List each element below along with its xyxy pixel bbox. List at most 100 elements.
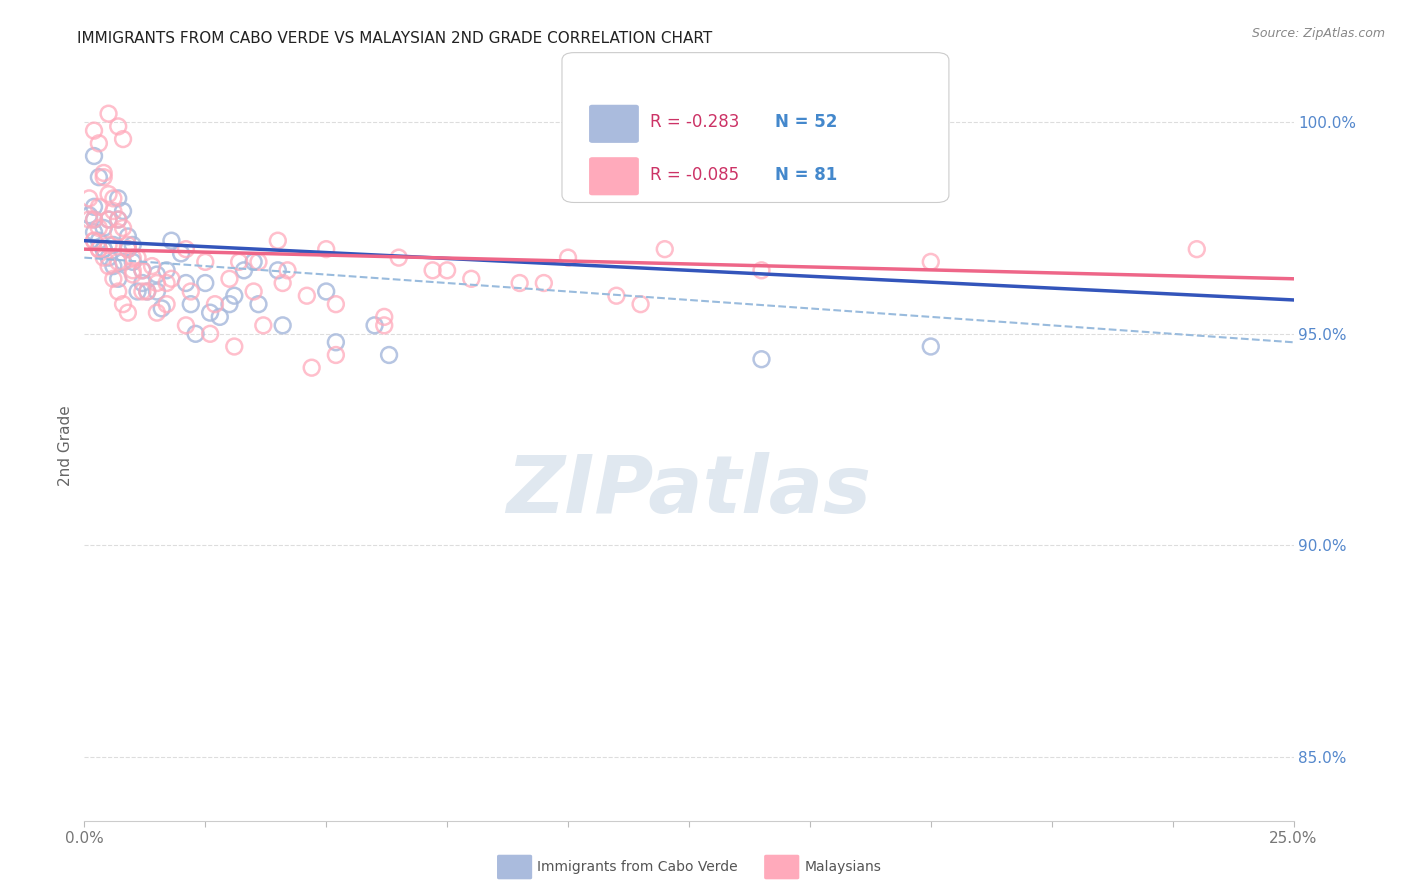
Point bbox=[174, 276, 197, 290]
Point bbox=[121, 255, 143, 269]
Point bbox=[247, 297, 270, 311]
Point bbox=[83, 212, 105, 227]
Point bbox=[87, 242, 110, 256]
Point bbox=[103, 259, 125, 273]
Point bbox=[174, 318, 197, 333]
Point bbox=[141, 259, 163, 273]
Point bbox=[218, 272, 240, 286]
Point bbox=[436, 263, 458, 277]
Point bbox=[117, 238, 139, 252]
Point bbox=[180, 297, 202, 311]
Point bbox=[87, 242, 110, 256]
Point bbox=[83, 225, 105, 239]
Point bbox=[242, 255, 264, 269]
Point bbox=[107, 212, 129, 227]
Point bbox=[224, 339, 246, 353]
Point bbox=[180, 285, 202, 299]
Point bbox=[117, 306, 139, 320]
Point bbox=[107, 285, 129, 299]
Point bbox=[97, 212, 120, 227]
Point bbox=[112, 204, 135, 219]
Point bbox=[97, 106, 120, 120]
Point bbox=[146, 268, 169, 282]
Point bbox=[267, 234, 290, 248]
Point bbox=[271, 276, 294, 290]
Text: N = 81: N = 81 bbox=[775, 166, 837, 184]
Point bbox=[373, 310, 395, 324]
Point bbox=[460, 272, 482, 286]
Point bbox=[97, 212, 120, 227]
Point bbox=[121, 268, 143, 282]
Point bbox=[93, 166, 115, 180]
Point bbox=[117, 242, 139, 256]
Point bbox=[325, 297, 347, 311]
Point bbox=[83, 234, 105, 248]
Point bbox=[276, 263, 298, 277]
Point bbox=[204, 297, 226, 311]
Point bbox=[127, 251, 149, 265]
Point bbox=[654, 242, 676, 256]
Point bbox=[325, 348, 347, 362]
Point bbox=[301, 360, 323, 375]
Point bbox=[117, 229, 139, 244]
Point bbox=[112, 255, 135, 269]
Point bbox=[557, 251, 579, 265]
Point bbox=[93, 170, 115, 185]
Point bbox=[87, 170, 110, 185]
Point bbox=[218, 297, 240, 311]
Point bbox=[155, 276, 177, 290]
Point bbox=[77, 212, 100, 227]
FancyBboxPatch shape bbox=[562, 53, 949, 202]
Point bbox=[107, 255, 129, 269]
Point bbox=[1185, 242, 1208, 256]
Point bbox=[87, 136, 110, 151]
Point bbox=[107, 225, 129, 239]
Point bbox=[97, 238, 120, 252]
Point bbox=[112, 297, 135, 311]
Point bbox=[315, 242, 337, 256]
Point bbox=[920, 339, 942, 353]
Point bbox=[198, 326, 221, 341]
Point bbox=[751, 352, 773, 367]
Point bbox=[107, 120, 129, 134]
Point bbox=[121, 251, 143, 265]
Point bbox=[103, 191, 125, 205]
Point bbox=[252, 318, 274, 333]
Point bbox=[378, 348, 401, 362]
Point bbox=[150, 301, 173, 316]
Point bbox=[131, 285, 153, 299]
Point bbox=[271, 318, 294, 333]
Text: N = 52: N = 52 bbox=[775, 113, 837, 131]
Point bbox=[131, 263, 153, 277]
Point bbox=[77, 208, 100, 222]
Point bbox=[83, 123, 105, 137]
Point bbox=[184, 326, 207, 341]
Point bbox=[228, 255, 250, 269]
Point bbox=[97, 187, 120, 202]
Point bbox=[267, 263, 290, 277]
Point bbox=[87, 221, 110, 235]
Point bbox=[295, 289, 318, 303]
Point bbox=[83, 200, 105, 214]
Point bbox=[920, 255, 942, 269]
Point bbox=[131, 276, 153, 290]
Point bbox=[93, 242, 115, 256]
Point bbox=[160, 234, 183, 248]
Point bbox=[170, 246, 193, 260]
Point bbox=[112, 132, 135, 146]
Text: Immigrants from Cabo Verde: Immigrants from Cabo Verde bbox=[537, 860, 738, 874]
Point bbox=[315, 285, 337, 299]
Point bbox=[112, 221, 135, 235]
Text: R = -0.085: R = -0.085 bbox=[650, 166, 740, 184]
Point bbox=[97, 259, 120, 273]
Point bbox=[83, 149, 105, 163]
Text: ZIPatlas: ZIPatlas bbox=[506, 452, 872, 530]
Point bbox=[93, 242, 115, 256]
Point bbox=[174, 242, 197, 256]
Text: R = -0.283: R = -0.283 bbox=[650, 113, 740, 131]
Point bbox=[509, 276, 531, 290]
Point bbox=[146, 285, 169, 299]
Point bbox=[136, 285, 159, 299]
Point bbox=[97, 251, 120, 265]
Point bbox=[83, 234, 105, 248]
